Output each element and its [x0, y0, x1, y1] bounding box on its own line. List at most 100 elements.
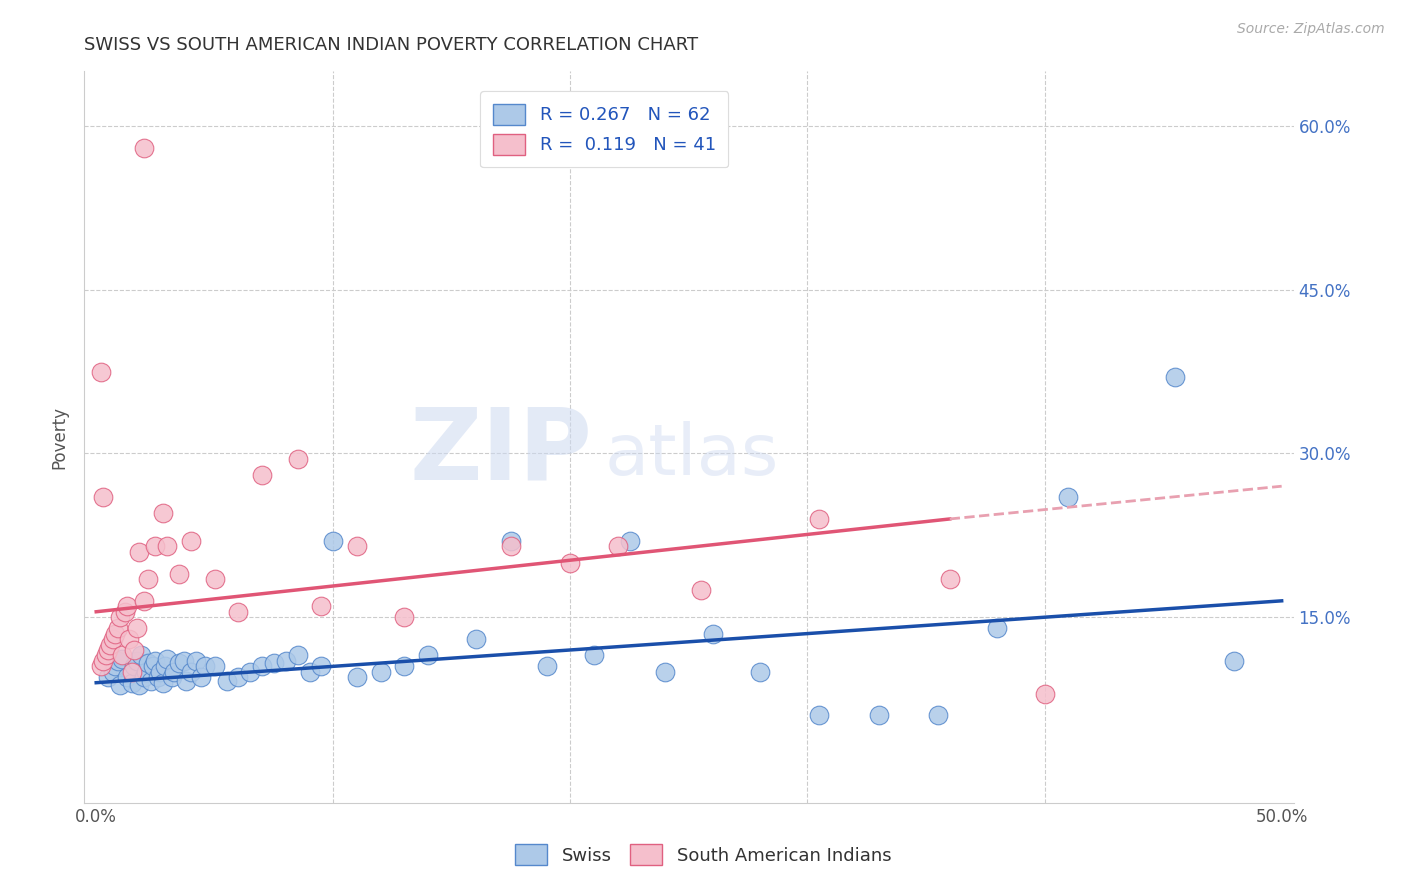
Point — [311, 659, 333, 673]
Point — [501, 539, 523, 553]
Point — [654, 665, 676, 679]
Point — [263, 656, 285, 670]
Point — [418, 648, 440, 663]
Point — [91, 654, 114, 668]
Point — [204, 572, 226, 586]
Point — [184, 654, 207, 668]
Text: Source: ZipAtlas.com: Source: ZipAtlas.com — [1237, 22, 1385, 37]
Point — [298, 665, 321, 679]
Point — [173, 654, 195, 668]
Point — [146, 670, 169, 684]
Point — [204, 659, 226, 673]
Point — [536, 659, 558, 673]
Point — [167, 566, 190, 581]
Text: atlas: atlas — [605, 421, 779, 490]
Point — [156, 539, 179, 553]
Point — [986, 621, 1008, 635]
Point — [560, 556, 582, 570]
Point — [90, 659, 112, 673]
Point — [370, 665, 392, 679]
Point — [311, 599, 333, 614]
Point — [464, 632, 486, 646]
Point — [104, 626, 127, 640]
Point — [128, 678, 150, 692]
Point — [153, 659, 176, 673]
Point — [107, 654, 129, 668]
Point — [180, 665, 202, 679]
Point — [125, 621, 148, 635]
Point — [132, 594, 155, 608]
Point — [132, 141, 155, 155]
Point — [619, 533, 641, 548]
Point — [190, 670, 212, 684]
Point — [108, 678, 131, 692]
Point — [583, 648, 606, 663]
Point — [927, 708, 949, 723]
Point — [287, 648, 309, 663]
Point — [122, 643, 145, 657]
Point — [129, 648, 152, 663]
Point — [606, 539, 628, 553]
Point — [149, 665, 172, 679]
Point — [250, 468, 273, 483]
Text: ZIP: ZIP — [409, 403, 592, 500]
Point — [702, 626, 724, 640]
Point — [115, 670, 138, 684]
Point — [1057, 490, 1080, 504]
Point — [394, 610, 416, 624]
Point — [118, 632, 141, 646]
Point — [194, 659, 217, 673]
Point — [91, 490, 114, 504]
Point — [152, 675, 174, 690]
Point — [1223, 654, 1246, 668]
Point — [139, 673, 162, 688]
Point — [97, 643, 120, 657]
Point — [250, 659, 273, 673]
Point — [215, 673, 238, 688]
Point — [239, 665, 262, 679]
Point — [501, 533, 523, 548]
Point — [101, 632, 124, 646]
Point — [152, 507, 174, 521]
Point — [938, 572, 960, 586]
Point — [160, 670, 183, 684]
Point — [228, 670, 250, 684]
Y-axis label: Poverty: Poverty — [51, 406, 69, 468]
Point — [111, 651, 134, 665]
Point — [228, 605, 250, 619]
Point — [808, 512, 831, 526]
Point — [90, 365, 112, 379]
Point — [176, 673, 198, 688]
Point — [100, 638, 122, 652]
Point — [114, 605, 136, 619]
Point — [101, 665, 124, 679]
Point — [808, 708, 831, 723]
Point — [94, 648, 117, 663]
Point — [1033, 687, 1056, 701]
Point — [156, 651, 179, 665]
Point — [115, 599, 138, 614]
Point — [167, 656, 190, 670]
Point — [394, 659, 416, 673]
Point — [125, 654, 148, 668]
Point — [163, 665, 186, 679]
Point — [121, 675, 143, 690]
Point — [322, 533, 344, 548]
Point — [128, 545, 150, 559]
Point — [135, 665, 157, 679]
Point — [97, 670, 120, 684]
Point — [138, 572, 160, 586]
Text: SWISS VS SOUTH AMERICAN INDIAN POVERTY CORRELATION CHART: SWISS VS SOUTH AMERICAN INDIAN POVERTY C… — [84, 36, 699, 54]
Point — [689, 582, 711, 597]
Point — [142, 659, 165, 673]
Point — [346, 670, 368, 684]
Point — [122, 659, 145, 673]
Point — [132, 670, 155, 684]
Point — [108, 610, 131, 624]
Point — [111, 648, 134, 663]
Point — [274, 654, 297, 668]
Point — [180, 533, 202, 548]
Point — [346, 539, 368, 553]
Point — [1164, 370, 1187, 384]
Point — [145, 539, 167, 553]
